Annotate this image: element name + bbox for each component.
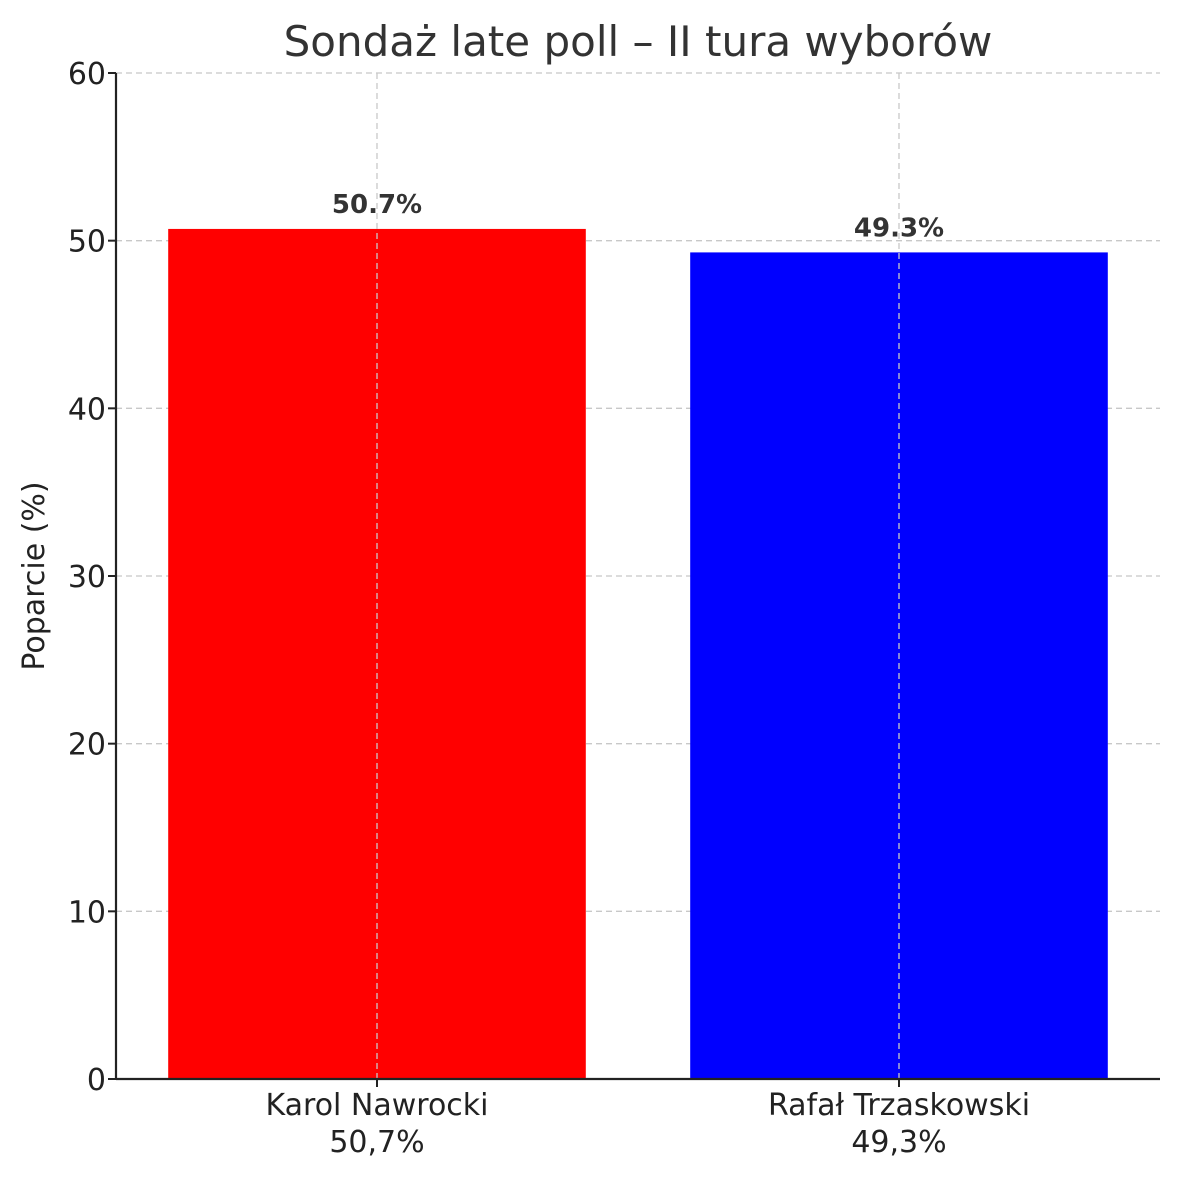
y-tick-label: 50	[68, 225, 106, 260]
y-axis-label: Poparcie (%)	[17, 481, 52, 670]
y-tick-label: 30	[68, 560, 106, 595]
x-tick-label: Karol Nawrocki	[265, 1088, 488, 1123]
y-tick-label: 20	[68, 728, 106, 763]
y-tick-label: 10	[68, 895, 106, 930]
axes	[108, 72, 1160, 1087]
data-label-2: 49.3%	[854, 213, 944, 243]
data-label-1: 50.7%	[332, 190, 422, 220]
x-tick-sublabel: 49,3%	[851, 1125, 946, 1160]
x-tick-sublabel: 50,7%	[329, 1125, 424, 1160]
chart-title: Sondaż late poll – II tura wyborów	[284, 17, 993, 66]
bars	[168, 228, 1108, 1080]
vertical-grid	[376, 73, 900, 1079]
y-tick-label: 40	[68, 392, 106, 427]
x-tick-label: Rafał Trzaskowski	[768, 1088, 1030, 1123]
y-tick-label: 0	[87, 1063, 106, 1098]
y-tick-label: 60	[68, 57, 106, 92]
